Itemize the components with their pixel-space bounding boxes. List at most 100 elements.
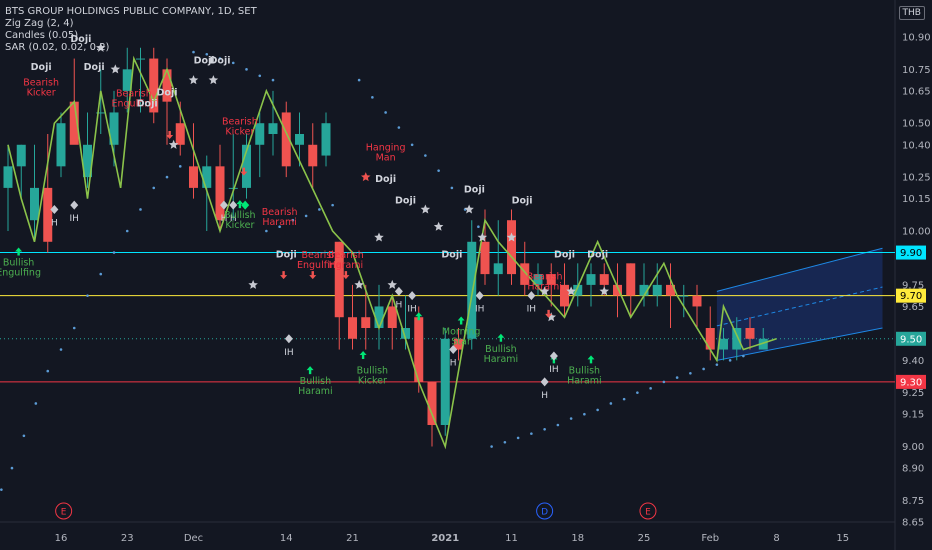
pattern-label-line: Doji [137, 98, 158, 109]
pattern-label: Bearish Harami [527, 272, 563, 293]
x-tick-label: Dec [184, 533, 203, 544]
sar-dot [126, 230, 129, 233]
pattern-label-line: Doji [84, 62, 105, 73]
candle-body [4, 166, 13, 188]
candle-body [481, 242, 490, 274]
candle-body [441, 339, 450, 425]
pivot-label: IH [549, 365, 558, 375]
x-tick-label: 21 [346, 533, 359, 544]
x-tick-label: 16 [55, 533, 68, 544]
candle-body [600, 274, 609, 285]
pattern-label: Doji [375, 174, 396, 185]
pattern-label-line: Doji [210, 55, 231, 66]
level-label: 9.30 [900, 377, 922, 388]
sar-dot [232, 62, 235, 65]
sar-dot [649, 387, 652, 390]
x-tick-label: 2021 [431, 533, 459, 544]
sar-dot [596, 409, 599, 412]
pattern-label-line: Harami [262, 217, 297, 228]
candle-body [626, 263, 635, 295]
sar-dot [663, 381, 666, 384]
sar-dot [742, 355, 745, 358]
event-marker-label: D [541, 508, 548, 518]
x-tick-label: 11 [505, 533, 518, 544]
sar-dot [676, 376, 679, 379]
sar-dot [437, 169, 440, 172]
pattern-label: Bearish Kicker [23, 78, 59, 99]
candle-body [216, 166, 225, 220]
y-tick-label: 10.75 [902, 65, 931, 76]
pattern-label-line: Kicker [225, 220, 254, 231]
sar-dot [245, 68, 248, 71]
sar-dot [258, 75, 261, 78]
pattern-label-line: Harami [298, 386, 333, 397]
level-label: 9.90 [900, 248, 922, 259]
sar-dot [384, 111, 387, 114]
x-tick-label: 25 [638, 533, 651, 544]
level-label: 9.70 [900, 291, 922, 302]
candle-body [295, 134, 304, 145]
y-tick-label: 10.50 [902, 119, 931, 130]
candle-body [587, 274, 596, 285]
y-tick-label: 8.90 [902, 464, 924, 475]
sar-dot [490, 445, 493, 448]
y-tick-label: 9.15 [902, 410, 924, 421]
x-tick-label: 15 [836, 533, 849, 544]
x-tick-label: 8 [773, 533, 779, 544]
pattern-label-line: Doji [395, 195, 416, 206]
pattern-label-line: Doji [441, 249, 462, 260]
pattern-label-line: Engulfing [0, 268, 41, 279]
sar-dot [179, 165, 182, 168]
candle-body [43, 188, 52, 242]
pattern-label: Bearish Harami [262, 207, 298, 228]
sar-dot [113, 251, 116, 254]
sar-dot [23, 434, 26, 437]
sar-dot [358, 79, 361, 82]
x-tick-label: 14 [280, 533, 293, 544]
pattern-label-line: Harami [527, 282, 562, 293]
sar-dot [623, 398, 626, 401]
pattern-label-line: Harami [484, 354, 519, 365]
pattern-label: Bearish Harami [328, 250, 364, 271]
sar-dot [702, 368, 705, 371]
sar-indicator-label[interactable]: SAR (0.02, 0.02, 0.2) [5, 42, 257, 54]
pattern-label: Doji [137, 98, 158, 109]
sar-dot [570, 417, 573, 420]
y-tick-label: 10.65 [902, 86, 931, 97]
y-tick-label: 10.25 [902, 173, 931, 184]
symbol-title[interactable]: BTS GROUP HOLDINGS PUBLIC COMPANY, 1D, S… [5, 6, 257, 18]
zigzag-indicator-label[interactable]: Zig Zag (2, 4) [5, 18, 257, 30]
pattern-label-line: Kicker [358, 375, 387, 386]
pattern-label: Bullish Kicker [224, 210, 255, 231]
pattern-label: Doji [31, 62, 52, 73]
candle-body [348, 317, 357, 339]
event-marker-label: E [645, 508, 651, 518]
sar-dot [60, 348, 63, 351]
pivot-label: IH [70, 214, 79, 224]
pattern-label-line: Doji [554, 249, 575, 260]
pattern-label-line: Harami [329, 260, 364, 271]
event-marker-label: E [61, 508, 67, 518]
pivot-label: H [51, 218, 58, 228]
sar-dot [557, 424, 560, 427]
sar-dot [139, 208, 142, 211]
sar-dot [636, 391, 639, 394]
level-label: 9.50 [900, 334, 922, 345]
sar-dot [166, 176, 169, 179]
sar-dot [46, 370, 49, 373]
candle-body [136, 59, 145, 60]
candle-body [428, 382, 437, 425]
sar-dot [543, 428, 546, 431]
y-tick-label: 9.25 [902, 388, 924, 399]
y-tick-label: 10.15 [902, 194, 931, 205]
x-tick-label: 23 [121, 533, 134, 544]
candle-body [322, 123, 331, 155]
pattern-label-line: Doji [587, 249, 608, 260]
sar-dot [86, 294, 89, 297]
sar-dot [11, 467, 14, 470]
currency-badge[interactable]: THB [899, 6, 925, 20]
candles-indicator-label[interactable]: Candles (0.05) [5, 30, 257, 42]
pattern-label: Doji [276, 249, 297, 260]
